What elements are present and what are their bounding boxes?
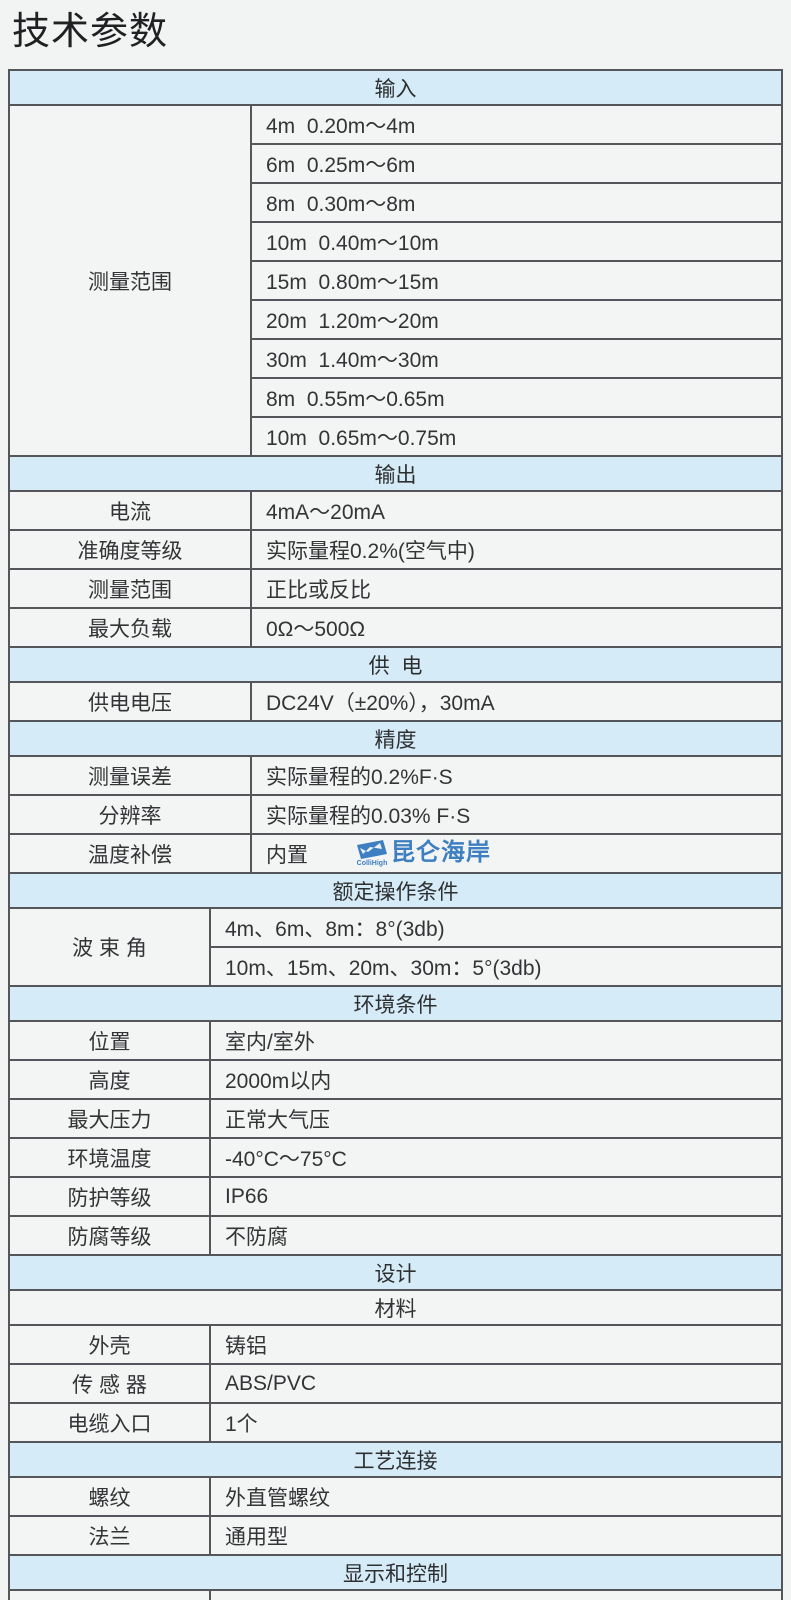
row-value: IP66 [209,1178,781,1215]
row-value: 实际量程0.2%(空气中) [250,531,781,568]
row-value: 实际量程的0.2%F·S [250,757,781,794]
table-row-temp-compensation: 温度补偿 内置 ColliHigh 昆仑海岸 [10,833,781,872]
beam-angle-group: 波 束 角 4m、6m、8m：8°(3db) 10m、15m、20m、30m：5… [10,909,781,985]
collihigh-logo-icon: ColliHigh [356,840,388,867]
temp-compensation-value: 内置 [266,843,308,867]
collihigh-flag-icon [357,840,387,859]
row-label: 传 感 器 [72,1373,147,1397]
table-row-housing: 外壳 铸铝 [10,1324,781,1363]
row-value: ABS/PVC [209,1365,781,1402]
row-label: 准确度等级 [77,539,183,563]
section-header-display-control: 显示和控制 [10,1554,781,1591]
beam-angle-values: 4m、6m、8m：8°(3db) 10m、15m、20m、30m：5°(3db) [209,909,781,985]
collihigh-logo-subtext: ColliHigh [356,860,388,867]
table-row-output-range: 测量范围 正比或反比 [10,568,781,607]
section-header-output: 输出 [10,455,781,492]
row-label: 电流 [109,500,151,524]
table-row-sensor: 传 感 器 ABS/PVC [10,1363,781,1402]
range-item: 10m 0.65m～0.75m [252,416,781,455]
row-value: 实际量程的0.03% F·S [250,796,781,833]
collihigh-logo: ColliHigh 昆仑海岸 [356,840,491,867]
table-row-location: 位置 室内/室外 [10,1022,781,1059]
range-item: 8m 0.55m～0.65m [252,377,781,416]
row-label-measuring-range: 测量范围 [88,270,172,294]
section-header-operating-conditions: 额定操作条件 [10,872,781,909]
row-value: 铸铝 [209,1326,781,1363]
row-value: 4mA～20mA [250,492,781,529]
row-value: 不防腐 [209,1217,781,1254]
row-label: 温度补偿 [88,843,172,867]
table-row-measurement-error: 测量误差 实际量程的0.2%F·S [10,757,781,794]
row-label: 法兰 [88,1525,131,1549]
row-label: 测量误差 [88,765,172,789]
table-row-flange: 法兰 通用型 [10,1515,781,1554]
row-value: 4位LCD [209,1591,781,1600]
row-label: 供电电压 [88,691,172,715]
beam-angle-item: 4m、6m、8m：8°(3db) [225,917,445,941]
row-value: 正常大气压 [209,1100,781,1137]
row-label: 防护等级 [67,1186,152,1210]
table-row-max-load: 最大负载 0Ω～500Ω [10,607,781,646]
row-value: 内置 ColliHigh 昆仑海岸 [250,835,781,872]
row-value: 通用型 [209,1517,781,1554]
range-item: 6m 0.25m～6m [252,143,781,182]
range-item: 8m 0.30m～8m [252,182,781,221]
row-label: 电缆入口 [67,1412,152,1436]
section-header-environment: 环境条件 [10,985,781,1022]
range-item: 4m 0.20m～4m [266,114,416,138]
measuring-range-group: 测量范围 4m 0.20m～4m 6m 0.25m～6m 8m 0.30m～8m… [10,106,781,455]
beam-angle-item: 10m、15m、20m、30m：5°(3db) [211,946,781,985]
section-header-input: 输入 [10,71,781,106]
section-header-process-connection: 工艺连接 [10,1441,781,1478]
row-value: -40°C～75°C [209,1139,781,1176]
row-label: 测量范围 [88,578,172,602]
subsection-header-material: 材料 [374,1297,417,1321]
row-value: 2000m以内 [209,1061,781,1098]
row-label: 外壳 [88,1334,131,1358]
table-row-max-pressure: 最大压力 正常大气压 [10,1098,781,1137]
table-row-supply-voltage: 供电电压 DC24V（±20%），30mA [10,683,781,720]
page-title: 技术参数 [12,11,169,53]
table-row-current: 电流 4mA～20mA [10,492,781,529]
table-row-cable-entry: 电缆入口 1个 [10,1402,781,1441]
table-row-thread: 螺纹 外直管螺纹 [10,1478,781,1515]
range-item: 10m 0.40m～10m [252,221,781,260]
row-value: 外直管螺纹 [209,1478,781,1515]
range-item: 30m 1.40m～30m [252,338,781,377]
section-header-power: 供 电 [10,646,781,683]
spec-table: 输入 测量范围 4m 0.20m～4m 6m 0.25m～6m 8m 0.30m… [8,69,783,1600]
section-header-design: 设计 [10,1254,781,1291]
range-item: 20m 1.20m～20m [252,299,781,338]
section-header-precision: 精度 [10,720,781,757]
row-value: DC24V（±20%），30mA [250,683,781,720]
row-value: 0Ω～500Ω [250,609,781,646]
row-value: 室内/室外 [209,1022,781,1059]
row-label: 最大压力 [67,1108,152,1132]
collihigh-logo-text: 昆仑海岸 [391,839,491,866]
row-label: 环境温度 [67,1147,152,1171]
row-value: 1个 [209,1404,781,1441]
row-label: 螺纹 [88,1486,131,1510]
row-value: 正比或反比 [250,570,781,607]
row-label-beam-angle: 波 束 角 [72,937,147,960]
table-row-accuracy-class: 准确度等级 实际量程0.2%(空气中) [10,529,781,568]
range-item: 15m 0.80m～15m [252,260,781,299]
row-label: 最大负载 [88,617,172,641]
row-label: 防腐等级 [67,1225,152,1249]
measuring-range-values: 4m 0.20m～4m 6m 0.25m～6m 8m 0.30m～8m 10m … [250,106,781,455]
table-row-interface: 界面 4位LCD [10,1591,781,1600]
table-row-corrosion-rating: 防腐等级 不防腐 [10,1215,781,1254]
table-row-altitude: 高度 2000m以内 [10,1059,781,1098]
table-row-ambient-temperature: 环境温度 -40°C～75°C [10,1137,781,1176]
row-label: 界面 [10,1591,209,1600]
row-label: 位置 [88,1030,131,1054]
table-row-ip-rating: 防护等级 IP66 [10,1176,781,1215]
row-label: 分辨率 [98,804,162,828]
row-label: 高度 [88,1069,131,1093]
table-row-resolution: 分辨率 实际量程的0.03% F·S [10,794,781,833]
